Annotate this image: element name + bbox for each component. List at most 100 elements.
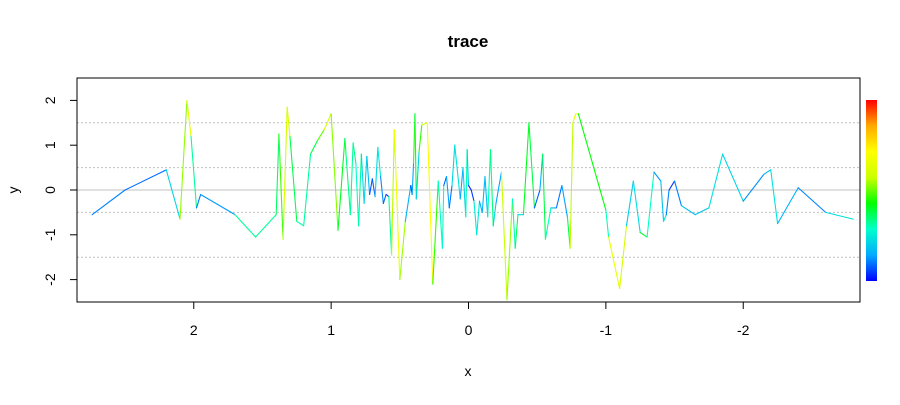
trace-segment [492, 202, 497, 227]
trace-segment [404, 184, 412, 222]
x-tick-label: 1 [327, 322, 335, 338]
trace-segment [363, 155, 368, 204]
trace-segment [722, 153, 744, 202]
trace-segment [330, 113, 339, 231]
x-tick-label: -1 [600, 322, 613, 338]
trace-segment [665, 189, 670, 216]
trace-segment [352, 142, 357, 164]
trace-segment [742, 173, 765, 202]
trace-segment [481, 176, 486, 213]
trace-segment [380, 176, 384, 204]
trace-segment [467, 184, 472, 191]
trace-segment [770, 169, 779, 225]
trace-segment [377, 146, 382, 178]
trace-segment [445, 176, 450, 209]
trace-segment [371, 178, 376, 198]
y-axis: -2 -1 0 1 2 [42, 96, 77, 286]
trace-segment [190, 135, 198, 209]
trace-segment [91, 189, 126, 216]
trace-segment [473, 200, 478, 236]
trace-segment [500, 171, 508, 301]
trace-segment [393, 128, 401, 281]
trace-segment [418, 124, 423, 153]
trace-segment [632, 180, 641, 234]
trace-segment [234, 214, 257, 238]
trace-segment [323, 113, 332, 131]
trace-segment [668, 180, 676, 191]
trace-segment [459, 167, 464, 200]
trace-segment [542, 153, 546, 240]
trace-segment [680, 205, 696, 216]
trace-segment [296, 220, 305, 227]
trace-segment [355, 162, 360, 227]
trace-segment [708, 153, 724, 209]
trace-segment [454, 144, 461, 200]
trace-segment [278, 133, 284, 240]
trace-segment [388, 196, 393, 256]
trace-segment [777, 187, 799, 225]
trace-segment [544, 207, 552, 240]
trace-segment [528, 122, 535, 209]
trace-segment [451, 144, 456, 187]
trace-segment [437, 180, 443, 249]
trace-segment [360, 153, 365, 204]
trace-segment [694, 207, 710, 216]
y-tick-label: -1 [42, 228, 58, 241]
trace-segment [514, 214, 519, 249]
trace-segment [369, 178, 373, 196]
trace-segment [487, 149, 492, 218]
y-axis-label: y [5, 187, 21, 194]
trace-segment [646, 171, 655, 238]
trace-segment [539, 153, 544, 191]
trace-segment [476, 200, 481, 236]
y-tick-label: 0 [42, 186, 58, 194]
trace-segment [411, 162, 415, 196]
trace-segment [289, 135, 298, 222]
trace-segment [569, 122, 574, 249]
trace-segment [577, 113, 607, 211]
trace-segment [309, 140, 318, 155]
trace-segment [165, 169, 181, 220]
trace-segment [426, 122, 434, 285]
trace-segment [374, 146, 379, 198]
trace-segment [608, 236, 621, 290]
trace-segment [391, 128, 395, 256]
trace-segment [572, 113, 577, 124]
trace-segment [414, 113, 417, 200]
trace-segment [385, 193, 390, 198]
trace-segment [443, 176, 448, 187]
color-scale-legend [866, 100, 877, 281]
trace-segment [533, 189, 541, 209]
x-tick-label: 2 [190, 322, 198, 338]
trace-segment [415, 151, 420, 200]
trace-segment [432, 180, 439, 285]
trace-segment [282, 106, 288, 240]
trace-segment [470, 189, 475, 202]
trace-segment [495, 171, 503, 204]
x-tick-label: -2 [737, 322, 750, 338]
trace-segment [561, 184, 568, 218]
trace-segment [255, 214, 277, 238]
trace-segment [441, 184, 445, 249]
trace-segment [511, 198, 516, 249]
trace-segment [825, 211, 854, 220]
y-tick-label: 1 [42, 141, 58, 149]
trace-segment [466, 149, 470, 187]
trace-segment [605, 209, 610, 238]
trace-segment [478, 200, 483, 213]
trace-segment [566, 216, 571, 249]
trace-segment [555, 184, 563, 209]
y-tick-label: -2 [42, 273, 58, 286]
trace-segment [382, 193, 387, 204]
x-axis: 2 1 0 -1 -2 [190, 302, 750, 338]
chart-title: trace [448, 32, 489, 51]
trace-segment [179, 99, 188, 220]
trace-segment [421, 122, 428, 126]
trace-segment [489, 149, 494, 227]
trace-segment [465, 149, 468, 218]
trace-segment [195, 193, 202, 209]
trace-segment [399, 220, 406, 281]
trace-segment [344, 137, 351, 216]
x-axis-label: x [465, 363, 472, 379]
trace-segment [186, 99, 192, 137]
